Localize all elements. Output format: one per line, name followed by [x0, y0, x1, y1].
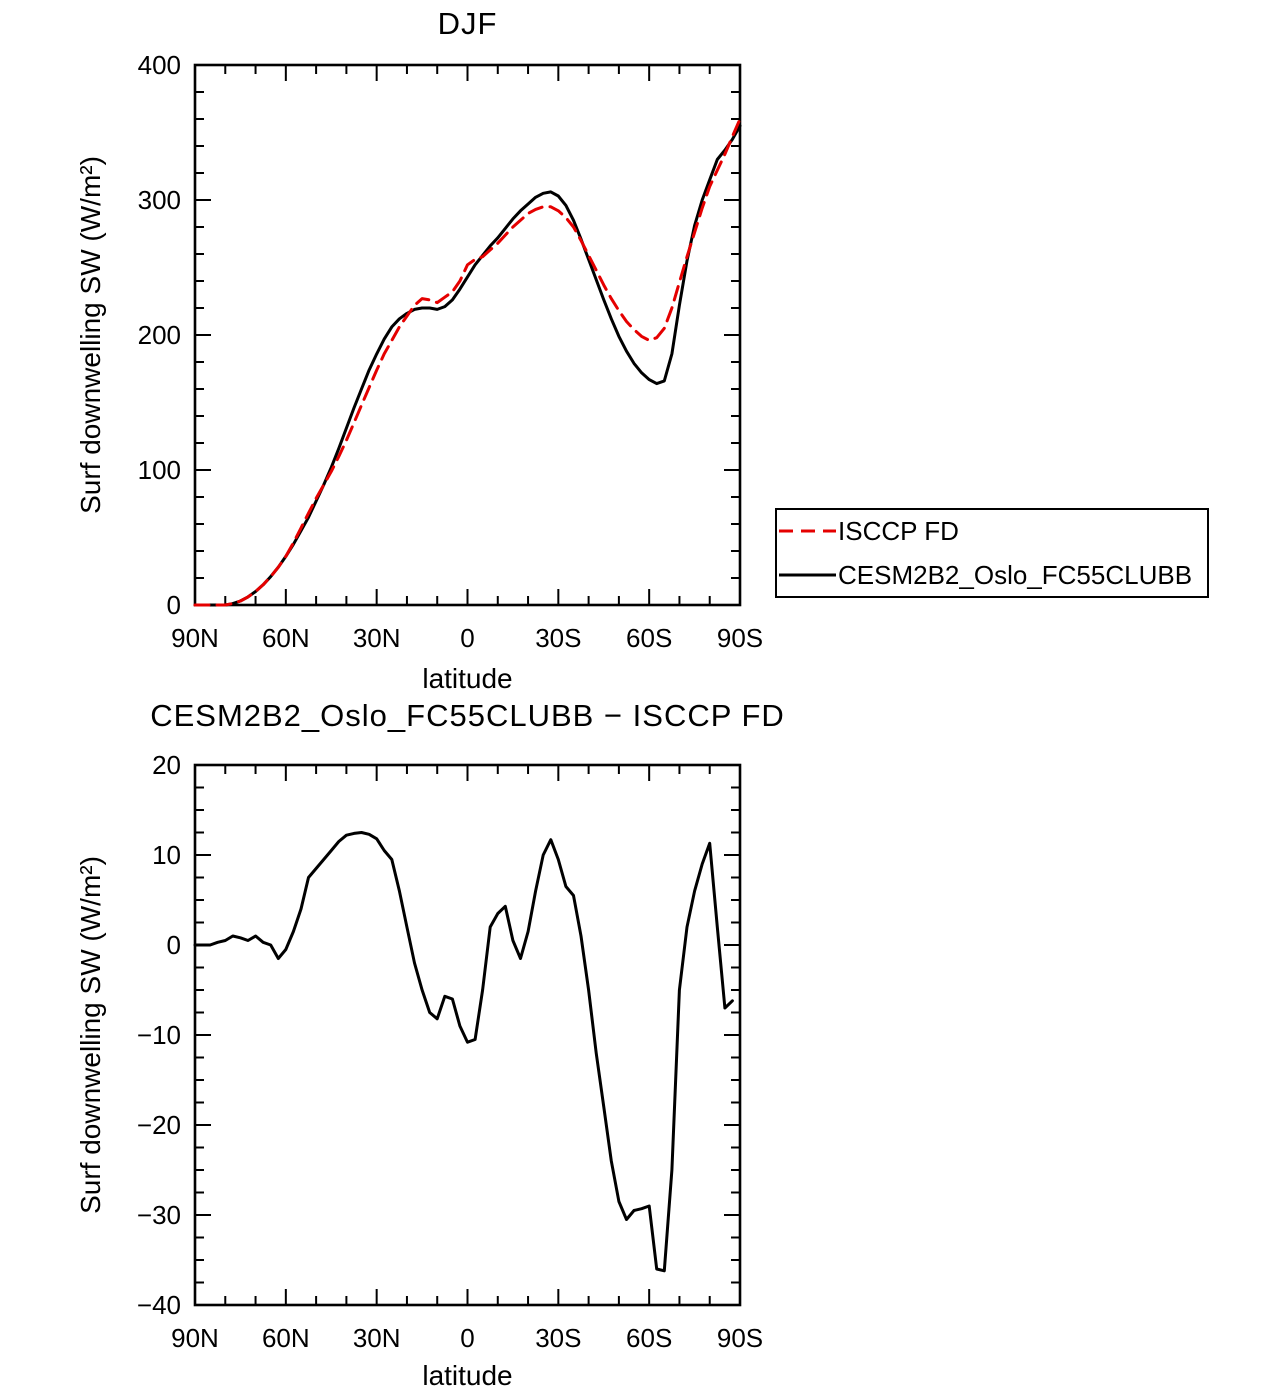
- legend-box: [775, 508, 1209, 598]
- x-tick-label: 0: [460, 1323, 474, 1353]
- x-tick-label: 60N: [262, 623, 310, 653]
- y-tick-label: 300: [138, 185, 181, 215]
- x-tick-label: 0: [460, 623, 474, 653]
- difference-chart: 90N 60N 30N 0 30S 60S 90S −40 −30 −20 −10 0 10 20 CESM…: [0, 700, 1285, 1390]
- series-line-cesm2b2-oslo-fc55clubb-minus-isccp-fd: [193, 831, 734, 1273]
- x-axis-label: latitude: [422, 663, 512, 694]
- y-tick-label: 200: [138, 320, 181, 350]
- y-tick-label: 0: [167, 590, 181, 620]
- y-tick-label: −40: [137, 1290, 181, 1320]
- y-tick-label: 20: [152, 750, 181, 780]
- djf-chart: 90N 60N 30N 0 30S 60S 90S 0 100 200 300 400 DJF Surf …: [75, 6, 1209, 694]
- y-tick-label: 100: [138, 455, 181, 485]
- x-tick-label: 60S: [626, 623, 672, 653]
- x-tick-label: 90N: [171, 1323, 219, 1353]
- series-line-cesm2b2-oslo-fc55clubb: [193, 124, 742, 607]
- x-tick-label: 30S: [535, 623, 581, 653]
- x-tick-label: 90N: [171, 623, 219, 653]
- x-tick-label: 90S: [717, 1323, 763, 1353]
- difference-chart-svg: 90N 60N 30N 0 30S 60S 90S −40 −30 −20 −10 0 10 20 CESM…: [75, 700, 785, 1390]
- chart-title: CESM2B2_Oslo_FC55CLUBB − ISCCP FD: [150, 700, 785, 733]
- x-axis-label: latitude: [422, 1360, 512, 1390]
- x-tick-label: 60S: [626, 1323, 672, 1353]
- y-axis-label: Surf downwelling SW (W/m²): [75, 856, 106, 1214]
- series-line-isccp-fd: [193, 117, 742, 607]
- y-axis-label: Surf downwelling SW (W/m²): [75, 156, 106, 514]
- x-tick-label: 30S: [535, 1323, 581, 1353]
- legend-label-isccp-fd: ISCCP FD: [838, 516, 959, 546]
- y-tick-label: −30: [137, 1200, 181, 1230]
- y-tick-label: −20: [137, 1110, 181, 1140]
- y-tick-label: −10: [137, 1020, 181, 1050]
- y-tick-label: 0: [167, 930, 181, 960]
- x-tick-label: 60N: [262, 1323, 310, 1353]
- y-tick-label: 10: [152, 840, 181, 870]
- plot-frame: [193, 763, 742, 1307]
- x-tick-label: 30N: [353, 1323, 401, 1353]
- x-tick-label: 90S: [717, 623, 763, 653]
- y-tick-label: 400: [138, 50, 181, 80]
- djf-chart-svg: 90N 60N 30N 0 30S 60S 90S 0 100 200 300 400 DJF Surf …: [75, 6, 1209, 694]
- chart-title: DJF: [438, 6, 498, 41]
- legend-label-cesm2b2-oslo-fc55clubb: CESM2B2_Oslo_FC55CLUBB: [838, 560, 1192, 590]
- x-tick-label: 30N: [353, 623, 401, 653]
